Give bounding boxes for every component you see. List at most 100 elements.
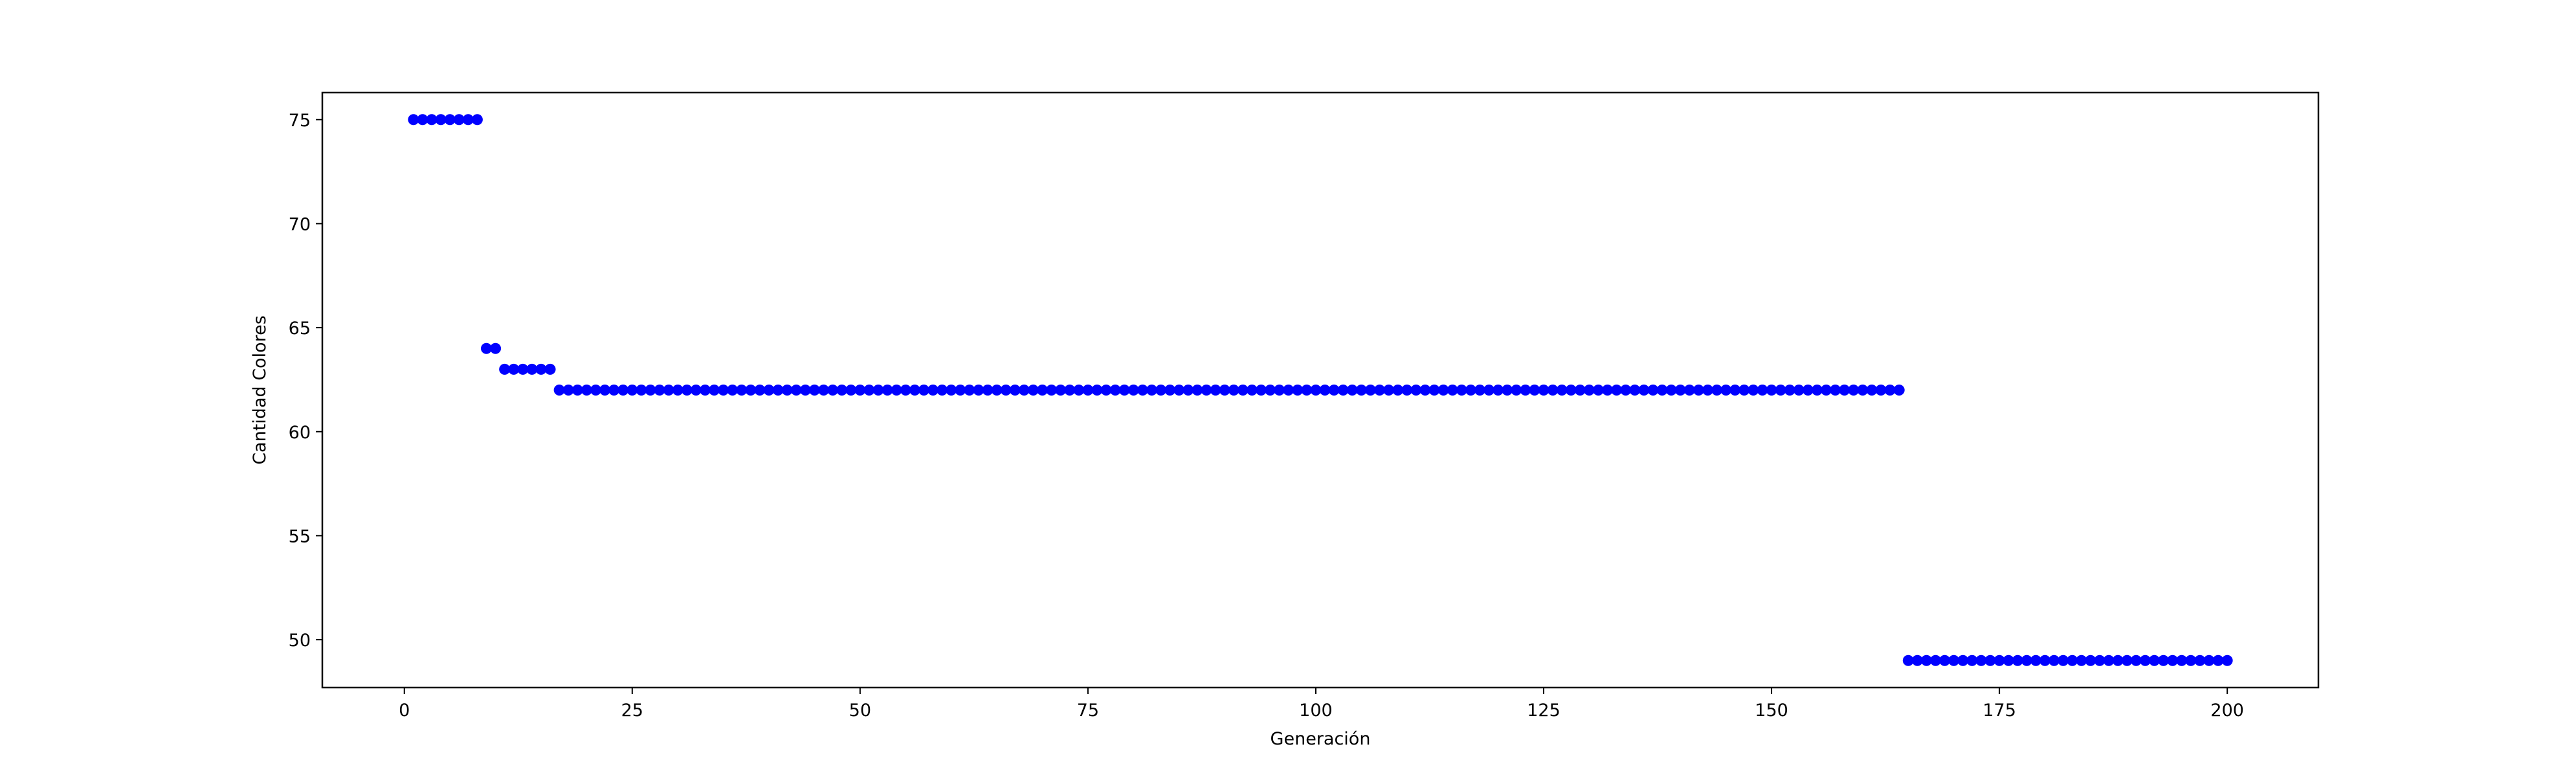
data-point [1137, 385, 1148, 396]
data-point [1784, 385, 1795, 396]
data-point [973, 385, 984, 396]
data-point [617, 385, 629, 396]
data-point [1911, 655, 1923, 666]
y-tick-label: 70 [289, 214, 311, 234]
data-point [1793, 385, 1804, 396]
data-point [1428, 385, 1440, 396]
data-point [690, 385, 702, 396]
data-point [544, 363, 556, 375]
data-point [745, 385, 757, 396]
data-point [1438, 385, 1449, 396]
data-point [2112, 655, 2124, 666]
data-point [1274, 385, 1285, 396]
data-point [1374, 385, 1386, 396]
data-point [1046, 385, 1058, 396]
data-point [1255, 385, 1267, 396]
data-point [982, 385, 994, 396]
data-point [654, 385, 665, 396]
data-point [955, 385, 966, 396]
data-point [1875, 385, 1887, 396]
data-point [818, 385, 830, 396]
data-point [581, 385, 592, 396]
data-point [836, 385, 848, 396]
data-point [1164, 385, 1176, 396]
data-point [2003, 655, 2014, 666]
data-point [1127, 385, 1139, 396]
data-point [1146, 385, 1157, 396]
data-point [408, 114, 419, 126]
data-point [727, 385, 738, 396]
data-point [2194, 655, 2206, 666]
data-point [1346, 385, 1358, 396]
data-point [590, 385, 601, 396]
data-point [681, 385, 693, 396]
data-point [1328, 385, 1340, 396]
data-point [1192, 385, 1203, 396]
data-point [1748, 385, 1759, 396]
data-point [2149, 655, 2160, 666]
data-point [1337, 385, 1349, 396]
x-tick-label: 175 [1982, 700, 2016, 721]
data-point [1228, 385, 1239, 396]
y-tick-label: 55 [289, 526, 311, 546]
data-point [2158, 655, 2170, 666]
data-point [1109, 385, 1121, 396]
axes-frame [321, 91, 2320, 689]
y-tick-label: 65 [289, 319, 311, 339]
data-point [772, 385, 784, 396]
data-point [2130, 655, 2142, 666]
data-point [709, 385, 720, 396]
y-axis: 50 55 60 65 70 75 [289, 111, 322, 651]
data-point [1036, 385, 1048, 396]
data-point [1738, 385, 1750, 396]
data-point [1975, 655, 1987, 666]
data-point [1419, 385, 1431, 396]
data-point [1183, 385, 1194, 396]
data-point [444, 114, 456, 126]
data-point [1055, 385, 1067, 396]
data-point [1483, 385, 1495, 396]
data-point [1811, 385, 1823, 396]
data-point [2058, 655, 2069, 666]
data-point [1848, 385, 1860, 396]
data-point [1173, 385, 1185, 396]
data-point [1082, 385, 1094, 396]
data-point [1647, 385, 1659, 396]
data-point [2221, 655, 2233, 666]
data-point [2167, 655, 2179, 666]
data-point [1720, 385, 1732, 396]
y-tick-label: 50 [289, 631, 311, 651]
data-point [872, 385, 884, 396]
data-point [1775, 385, 1786, 396]
data-point [1064, 385, 1076, 396]
data-point [1866, 385, 1878, 396]
data-point [699, 385, 711, 396]
data-point [1556, 385, 1568, 396]
data-point [1538, 385, 1549, 396]
data-point [1410, 385, 1422, 396]
data-point [417, 114, 428, 126]
data-point [562, 385, 574, 396]
x-tick-label: 150 [1755, 700, 1788, 721]
data-point [1502, 385, 1513, 396]
data-point [1574, 385, 1586, 396]
data-point [2185, 655, 2197, 666]
data-point [1155, 385, 1167, 396]
data-point [1902, 655, 1914, 666]
x-tick-label: 125 [1527, 700, 1560, 721]
data-point [1520, 385, 1531, 396]
x-tick-label: 0 [399, 700, 410, 721]
data-point [1966, 655, 1978, 666]
data-point [1493, 385, 1504, 396]
data-point [1073, 385, 1085, 396]
data-point [462, 114, 474, 126]
data-point [863, 385, 875, 396]
data-point [1629, 385, 1641, 396]
data-point [1310, 385, 1322, 396]
data-point [490, 342, 502, 354]
data-point [1939, 655, 1951, 666]
data-point [763, 385, 775, 396]
data-point [1201, 385, 1212, 396]
data-point [572, 385, 583, 396]
data-point [891, 385, 902, 396]
